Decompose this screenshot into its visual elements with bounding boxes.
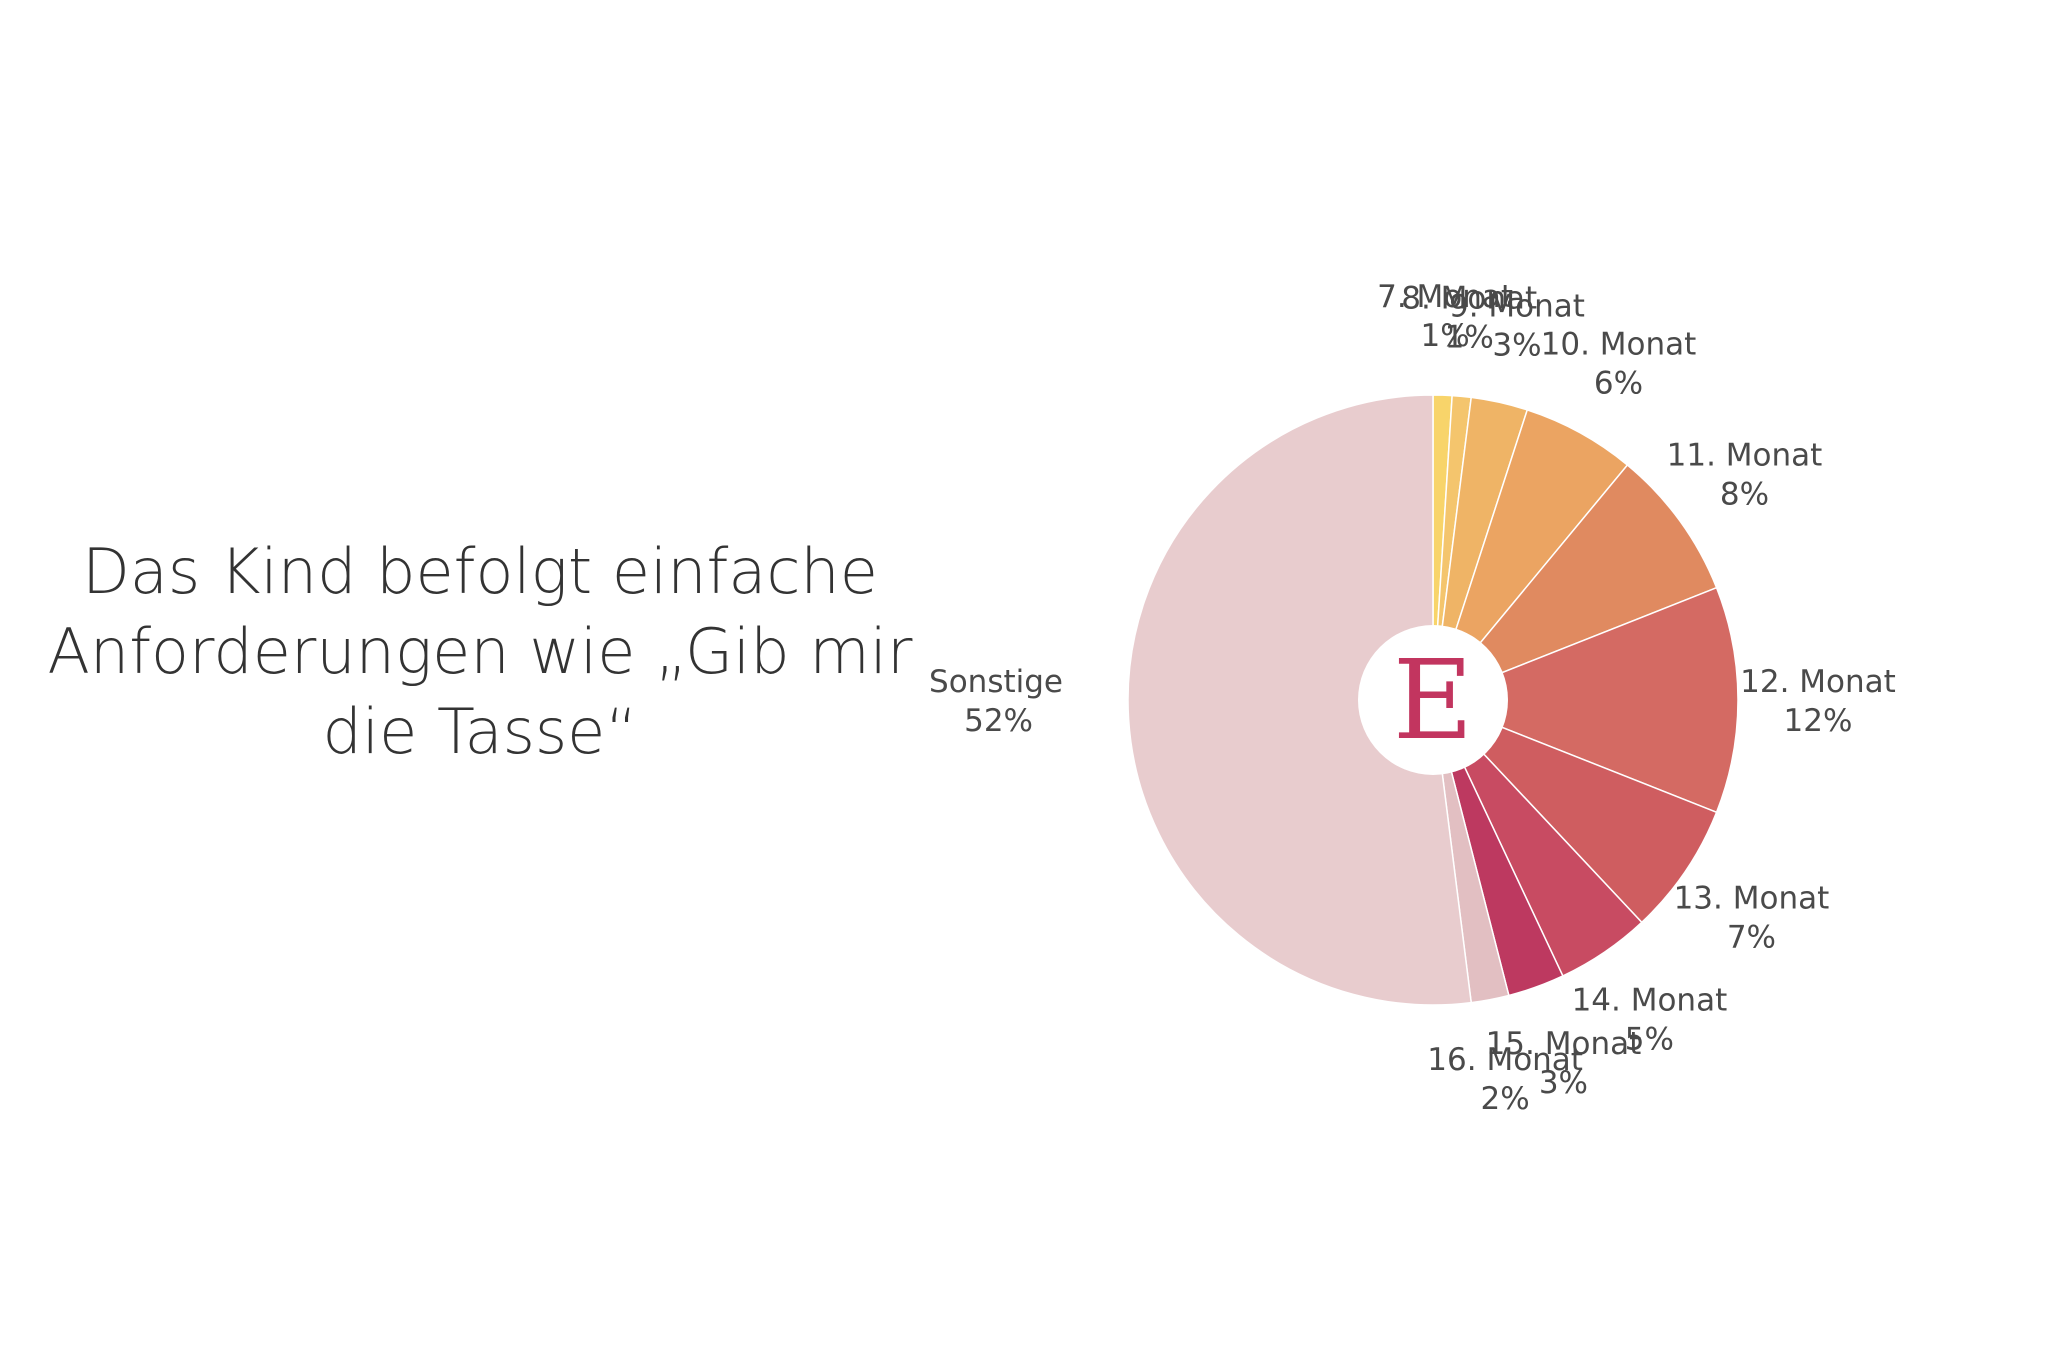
pie-slice-7 — [1432, 699, 1718, 924]
slice-label: 7. Monat 1% — [1377, 279, 1513, 354]
slice-label-value: 1% — [1420, 318, 1469, 354]
slice-label-value: 52% — [964, 703, 1033, 739]
pie-slice-6 — [1430, 586, 1739, 814]
slice-label-name: 7. Monat — [1377, 279, 1513, 315]
slice-label: 10. Monat 6% — [1541, 327, 1697, 402]
page-title-line: Anforderungen wie „Gib mir — [47, 615, 913, 688]
slice-label: 16. Monat 2% — [1427, 1042, 1583, 1117]
slice-label-value: 2% — [1481, 1081, 1530, 1117]
slice-label-name: 16. Monat — [1427, 1042, 1583, 1078]
slice-label: 12. Monat 12% — [1740, 664, 1896, 739]
slice-label-name: 11. Monat — [1667, 438, 1823, 474]
slice-label-name: 14. Monat — [1572, 982, 1728, 1018]
slice-label-name: 10. Monat — [1541, 327, 1697, 363]
page-title: Das Kind befolgt einfache Anforderungen … — [30, 532, 930, 772]
slice-label-name: 15. Monat — [1486, 1026, 1642, 1062]
slice-label-name: 12. Monat — [1740, 664, 1896, 700]
slice-label-name: 9. Monat — [1449, 288, 1585, 324]
slice-label: 13. Monat 7% — [1674, 880, 1830, 955]
slice-label-value: 3% — [1539, 1065, 1588, 1101]
slice-label-value: 6% — [1594, 366, 1643, 402]
pie-slices — [1127, 394, 1739, 1006]
slice-label: Sonstige 52% — [929, 664, 1063, 739]
slice-label: 8. Monat 1% — [1401, 281, 1537, 356]
center-logo: E — [1358, 625, 1508, 775]
slice-label: 15. Monat 3% — [1486, 1026, 1642, 1101]
logo-circle — [1358, 625, 1508, 775]
pie-slice-11 — [1127, 394, 1473, 1006]
slice-label: 14. Monat 5% — [1572, 982, 1728, 1057]
slice-label: 11. Monat 8% — [1667, 438, 1823, 513]
slice-label-value: 7% — [1727, 919, 1776, 955]
slice-label-value: 3% — [1492, 327, 1541, 363]
slice-label-value: 12% — [1784, 703, 1853, 739]
slice-label-name: 13. Monat — [1674, 880, 1830, 916]
slice-label-name: Sonstige — [929, 664, 1063, 700]
pie-slice-5 — [1432, 463, 1718, 701]
slice-label: 9. Monat 3% — [1449, 288, 1585, 363]
slice-label-name: 8. Monat — [1401, 281, 1537, 317]
page-title-line: die Tasse“ — [322, 695, 638, 768]
slice-label-value: 8% — [1720, 477, 1769, 513]
slice-label-value: 5% — [1625, 1021, 1674, 1057]
page-title-line: Das Kind befolgt einfache — [82, 535, 878, 608]
pie-labels: 7. Monat 1%8. Monat 1%9. Monat 3% 10. Monat 6… — [929, 279, 1896, 1117]
slice-label-value: 1% — [1445, 320, 1494, 356]
logo-letter-icon: E — [1393, 636, 1473, 764]
